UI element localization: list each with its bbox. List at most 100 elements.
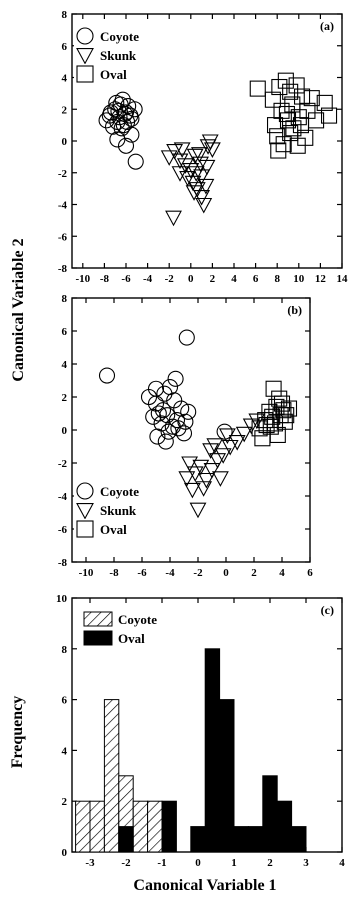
panel-b-skunk-point xyxy=(228,434,246,451)
panel-b-panel-label: (b) xyxy=(287,303,302,317)
panel-a-coyote-point xyxy=(109,131,126,148)
panel-a-coyote-point xyxy=(122,107,139,124)
panel-b-x-tick-label: -4 xyxy=(165,567,175,579)
panel-a-x-tick-label: -2 xyxy=(165,273,175,285)
panel-a-x-tick-label: -10 xyxy=(75,273,90,285)
panel-a-skunk-point xyxy=(187,166,205,182)
panel-b-skunk-point xyxy=(235,426,253,443)
panel-a-legend-oval-label: Oval xyxy=(100,67,127,82)
panel-a-oval-point xyxy=(275,136,292,153)
panel-b-coyote-point xyxy=(150,405,167,422)
panel-a-skunk-point xyxy=(203,142,221,158)
panel-c-coyote-bar xyxy=(75,800,91,853)
panel-a-oval-point xyxy=(271,78,288,96)
panel-a-y-tick-label: 2 xyxy=(62,104,68,116)
panel-c-y-axis-label: Frequency xyxy=(9,696,26,769)
panel-b-legend-skunk-marker xyxy=(76,503,94,520)
panel-a-legend-bg xyxy=(74,64,158,83)
panel-b-skunk-point xyxy=(214,448,232,464)
panel-c-legend-oval-swatch xyxy=(83,630,113,646)
panel-a-skunk-point xyxy=(191,147,208,163)
panel-a-skunk-point xyxy=(165,210,182,227)
panel-c-y-tick-label: 6 xyxy=(62,695,68,707)
panel-c-y-tick-label: 2 xyxy=(62,796,68,808)
panel-a-oval-point xyxy=(270,142,287,159)
panel-c-x-tick-label: -2 xyxy=(121,857,131,869)
panel-c-oval-bar xyxy=(247,826,264,853)
panel-a-skunk-point xyxy=(186,148,204,165)
panel-b-skunk-point xyxy=(183,482,201,499)
panel-b-coyote-point xyxy=(98,367,116,384)
panel-c-oval-bar xyxy=(233,826,249,853)
panel-a-legend-oval-marker xyxy=(76,65,94,83)
panel-b-y-tick-label: 8 xyxy=(62,293,68,305)
panel-a-skunk-point xyxy=(193,169,211,185)
panel-c-x-tick-label: 3 xyxy=(303,857,309,869)
panel-a-oval-point xyxy=(277,72,294,89)
panel-a-x-tick-label: 2 xyxy=(210,273,216,285)
panel-c-histogram: -3 -2 -1 0 1 2 3 4 0 2 4 6 8 10 (c) Coyote Oval xyxy=(56,593,345,869)
panel-b-y-tick-label: -2 xyxy=(58,458,68,470)
panel-a-oval-point xyxy=(316,94,333,111)
panel-a-legend-bg xyxy=(74,26,158,45)
panel-b-legend-coyote-label: Coyote xyxy=(100,484,139,499)
panel-b-x-tick-label: 2 xyxy=(251,567,257,579)
panel-b-coyote-point xyxy=(167,370,184,387)
panel-b-skunk-point xyxy=(189,502,207,519)
panel-b-coyote-point xyxy=(178,329,195,346)
panel-b-skunk-point xyxy=(218,428,236,444)
panel-a-skunk-point xyxy=(195,197,213,214)
panel-c-oval-bar xyxy=(118,826,134,853)
panel-a-skunk-point xyxy=(188,182,206,198)
panel-a-skunk-point xyxy=(199,139,217,155)
panel-c-oval-bar xyxy=(161,800,177,853)
panel-a-y-tick-label: 0 xyxy=(62,136,68,148)
panel-a-x-tick-label: 12 xyxy=(315,273,327,285)
panel-b-legend-oval-marker xyxy=(76,520,94,538)
panel-c-oval-bar xyxy=(204,648,221,853)
panel-b-skunk-point xyxy=(206,438,224,454)
panel-b-legend-bg xyxy=(74,519,158,538)
panel-c-coyote-bar xyxy=(132,800,149,853)
panel-b-y-tick-label: -4 xyxy=(58,491,68,503)
panel-a-coyote-point xyxy=(110,102,127,119)
panel-b-skunk-point xyxy=(195,481,213,497)
panel-a-y-tick-label: 8 xyxy=(62,9,68,21)
panel-b-x-tick-label: -10 xyxy=(79,567,94,579)
panel-c-y-tick-label: 4 xyxy=(62,745,68,757)
panel-a-coyote-point xyxy=(127,153,144,170)
panel-b-skunk-point xyxy=(242,418,260,435)
panel-a-x-tick-label: 10 xyxy=(293,273,305,285)
panel-b-oval-point xyxy=(264,408,281,425)
panel-b-skunk-point xyxy=(197,472,215,489)
panel-c-x-tick-label: 4 xyxy=(339,857,345,869)
panel-b-y-tick-label: 2 xyxy=(62,392,68,404)
panel-b-y-tick-label: 6 xyxy=(62,326,68,338)
panel-b-skunk-point xyxy=(192,459,210,476)
panel-a-y-tick-label: -4 xyxy=(58,200,68,212)
panel-b-x-tick-label: 6 xyxy=(307,567,313,579)
panel-c-x-tick-label: -1 xyxy=(157,857,166,869)
panel-b-legend-bg xyxy=(74,500,158,519)
panel-a-oval-point xyxy=(278,105,295,123)
panel-a-coyote-point xyxy=(123,126,140,143)
panel-a-skunk-point xyxy=(176,158,194,174)
panel-c-legend-oval-label: Oval xyxy=(118,631,145,646)
panel-b-coyote-point xyxy=(147,380,165,397)
panel-b-x-tick-label: -2 xyxy=(193,567,203,579)
panel-c-oval-bar xyxy=(291,826,307,853)
panel-b-x-tick-label: 4 xyxy=(279,567,285,579)
panel-a-coyote-point xyxy=(102,104,119,121)
panel-a-y-tick-label: -2 xyxy=(58,168,68,180)
panel-a-oval-point xyxy=(320,107,338,124)
panel-b-coyote-point xyxy=(170,420,187,437)
panel-a-skunk-point xyxy=(179,170,196,187)
panel-b-legend-oval-label: Oval xyxy=(100,522,127,537)
panel-a-y-tick-label: -6 xyxy=(58,231,68,243)
panel-c-x-tick-label: -3 xyxy=(85,857,95,869)
panel-c-x-tick-label: 1 xyxy=(231,857,237,869)
panel-c-y-tick-label: 8 xyxy=(62,644,68,656)
panel-b-coyote-point xyxy=(216,423,233,440)
panel-b-skunk-point xyxy=(181,456,199,473)
panel-b-skunk-point xyxy=(178,471,196,487)
